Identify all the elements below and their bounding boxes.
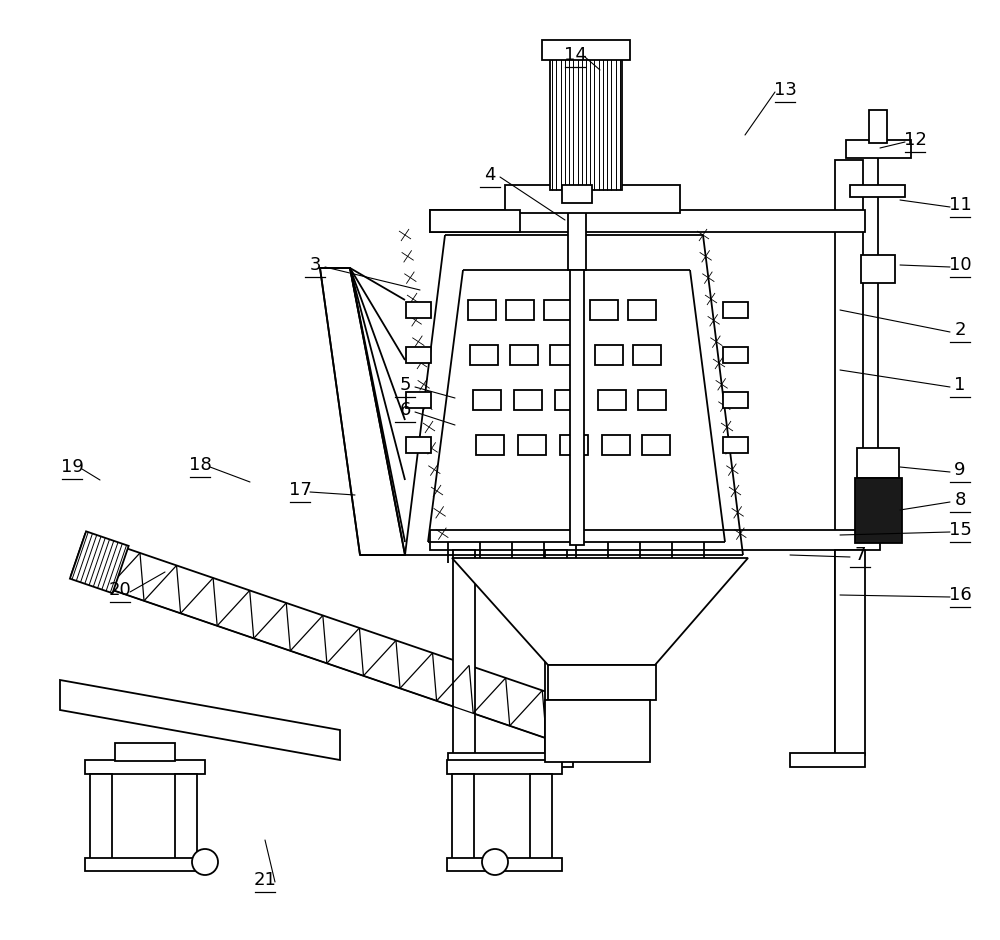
Polygon shape [71, 534, 597, 751]
Bar [510, 345, 538, 365]
Text: 13: 13 [774, 81, 796, 99]
Bar [506, 300, 534, 320]
Bar [430, 530, 880, 550]
Bar [846, 140, 911, 158]
Bar [568, 185, 586, 270]
Bar [505, 185, 680, 213]
Circle shape [192, 849, 218, 875]
Bar [447, 858, 562, 871]
Bar [550, 345, 578, 365]
Text: 2: 2 [954, 321, 966, 339]
Bar [590, 300, 618, 320]
Text: 21: 21 [254, 871, 276, 889]
Bar [473, 390, 501, 410]
Bar [723, 392, 748, 408]
Bar [544, 300, 572, 320]
Bar [602, 435, 630, 455]
Bar [628, 300, 656, 320]
Circle shape [482, 849, 508, 875]
Bar [476, 435, 504, 455]
Text: 14: 14 [564, 46, 586, 64]
Text: 15: 15 [949, 521, 971, 539]
Bar [570, 270, 584, 545]
Bar [835, 160, 863, 755]
Text: 19: 19 [61, 458, 83, 476]
Bar [542, 40, 630, 60]
Text: 9: 9 [954, 461, 966, 479]
Bar [545, 700, 650, 762]
Text: 1: 1 [954, 376, 966, 394]
Bar [430, 210, 865, 232]
Text: 3: 3 [309, 256, 321, 274]
Bar [723, 437, 748, 453]
Bar [530, 774, 552, 859]
Polygon shape [452, 558, 748, 665]
Bar [723, 347, 748, 363]
Bar [835, 550, 865, 755]
Bar [406, 437, 431, 453]
Bar [448, 753, 573, 767]
Bar [638, 390, 666, 410]
Bar [518, 435, 546, 455]
Text: 12: 12 [904, 131, 926, 149]
Bar [633, 345, 661, 365]
Bar [452, 774, 474, 859]
Bar [468, 300, 496, 320]
Bar [470, 345, 498, 365]
Bar [560, 435, 588, 455]
Bar [90, 774, 112, 859]
Bar [555, 390, 583, 410]
Polygon shape [320, 268, 405, 555]
Bar [869, 110, 887, 143]
Bar [790, 753, 865, 767]
Bar [857, 448, 899, 478]
Bar [548, 665, 656, 700]
Bar [723, 302, 748, 318]
Bar [406, 302, 431, 318]
Bar [406, 347, 431, 363]
Bar [175, 774, 197, 859]
Text: 8: 8 [954, 491, 966, 509]
Bar [562, 185, 592, 203]
Text: 11: 11 [949, 196, 971, 214]
Bar [85, 760, 205, 774]
Bar [550, 55, 622, 190]
Bar [598, 390, 626, 410]
Bar [850, 185, 905, 197]
Bar [861, 255, 895, 283]
Bar [406, 392, 431, 408]
Bar [453, 550, 475, 755]
Bar [855, 478, 902, 543]
Polygon shape [60, 680, 340, 760]
Bar [115, 743, 175, 761]
Bar [430, 210, 520, 232]
Bar [85, 858, 207, 871]
Text: 17: 17 [289, 481, 311, 499]
Text: 10: 10 [949, 256, 971, 274]
Text: 6: 6 [399, 401, 411, 419]
Text: 4: 4 [484, 166, 496, 184]
Polygon shape [70, 531, 129, 593]
Text: 7: 7 [854, 546, 866, 564]
Bar [447, 760, 562, 774]
Text: 16: 16 [949, 586, 971, 604]
Bar [642, 435, 670, 455]
Text: 20: 20 [109, 581, 131, 599]
Bar [595, 345, 623, 365]
Bar [514, 390, 542, 410]
Text: 18: 18 [189, 456, 211, 474]
Bar [545, 550, 567, 755]
Text: 5: 5 [399, 376, 411, 394]
